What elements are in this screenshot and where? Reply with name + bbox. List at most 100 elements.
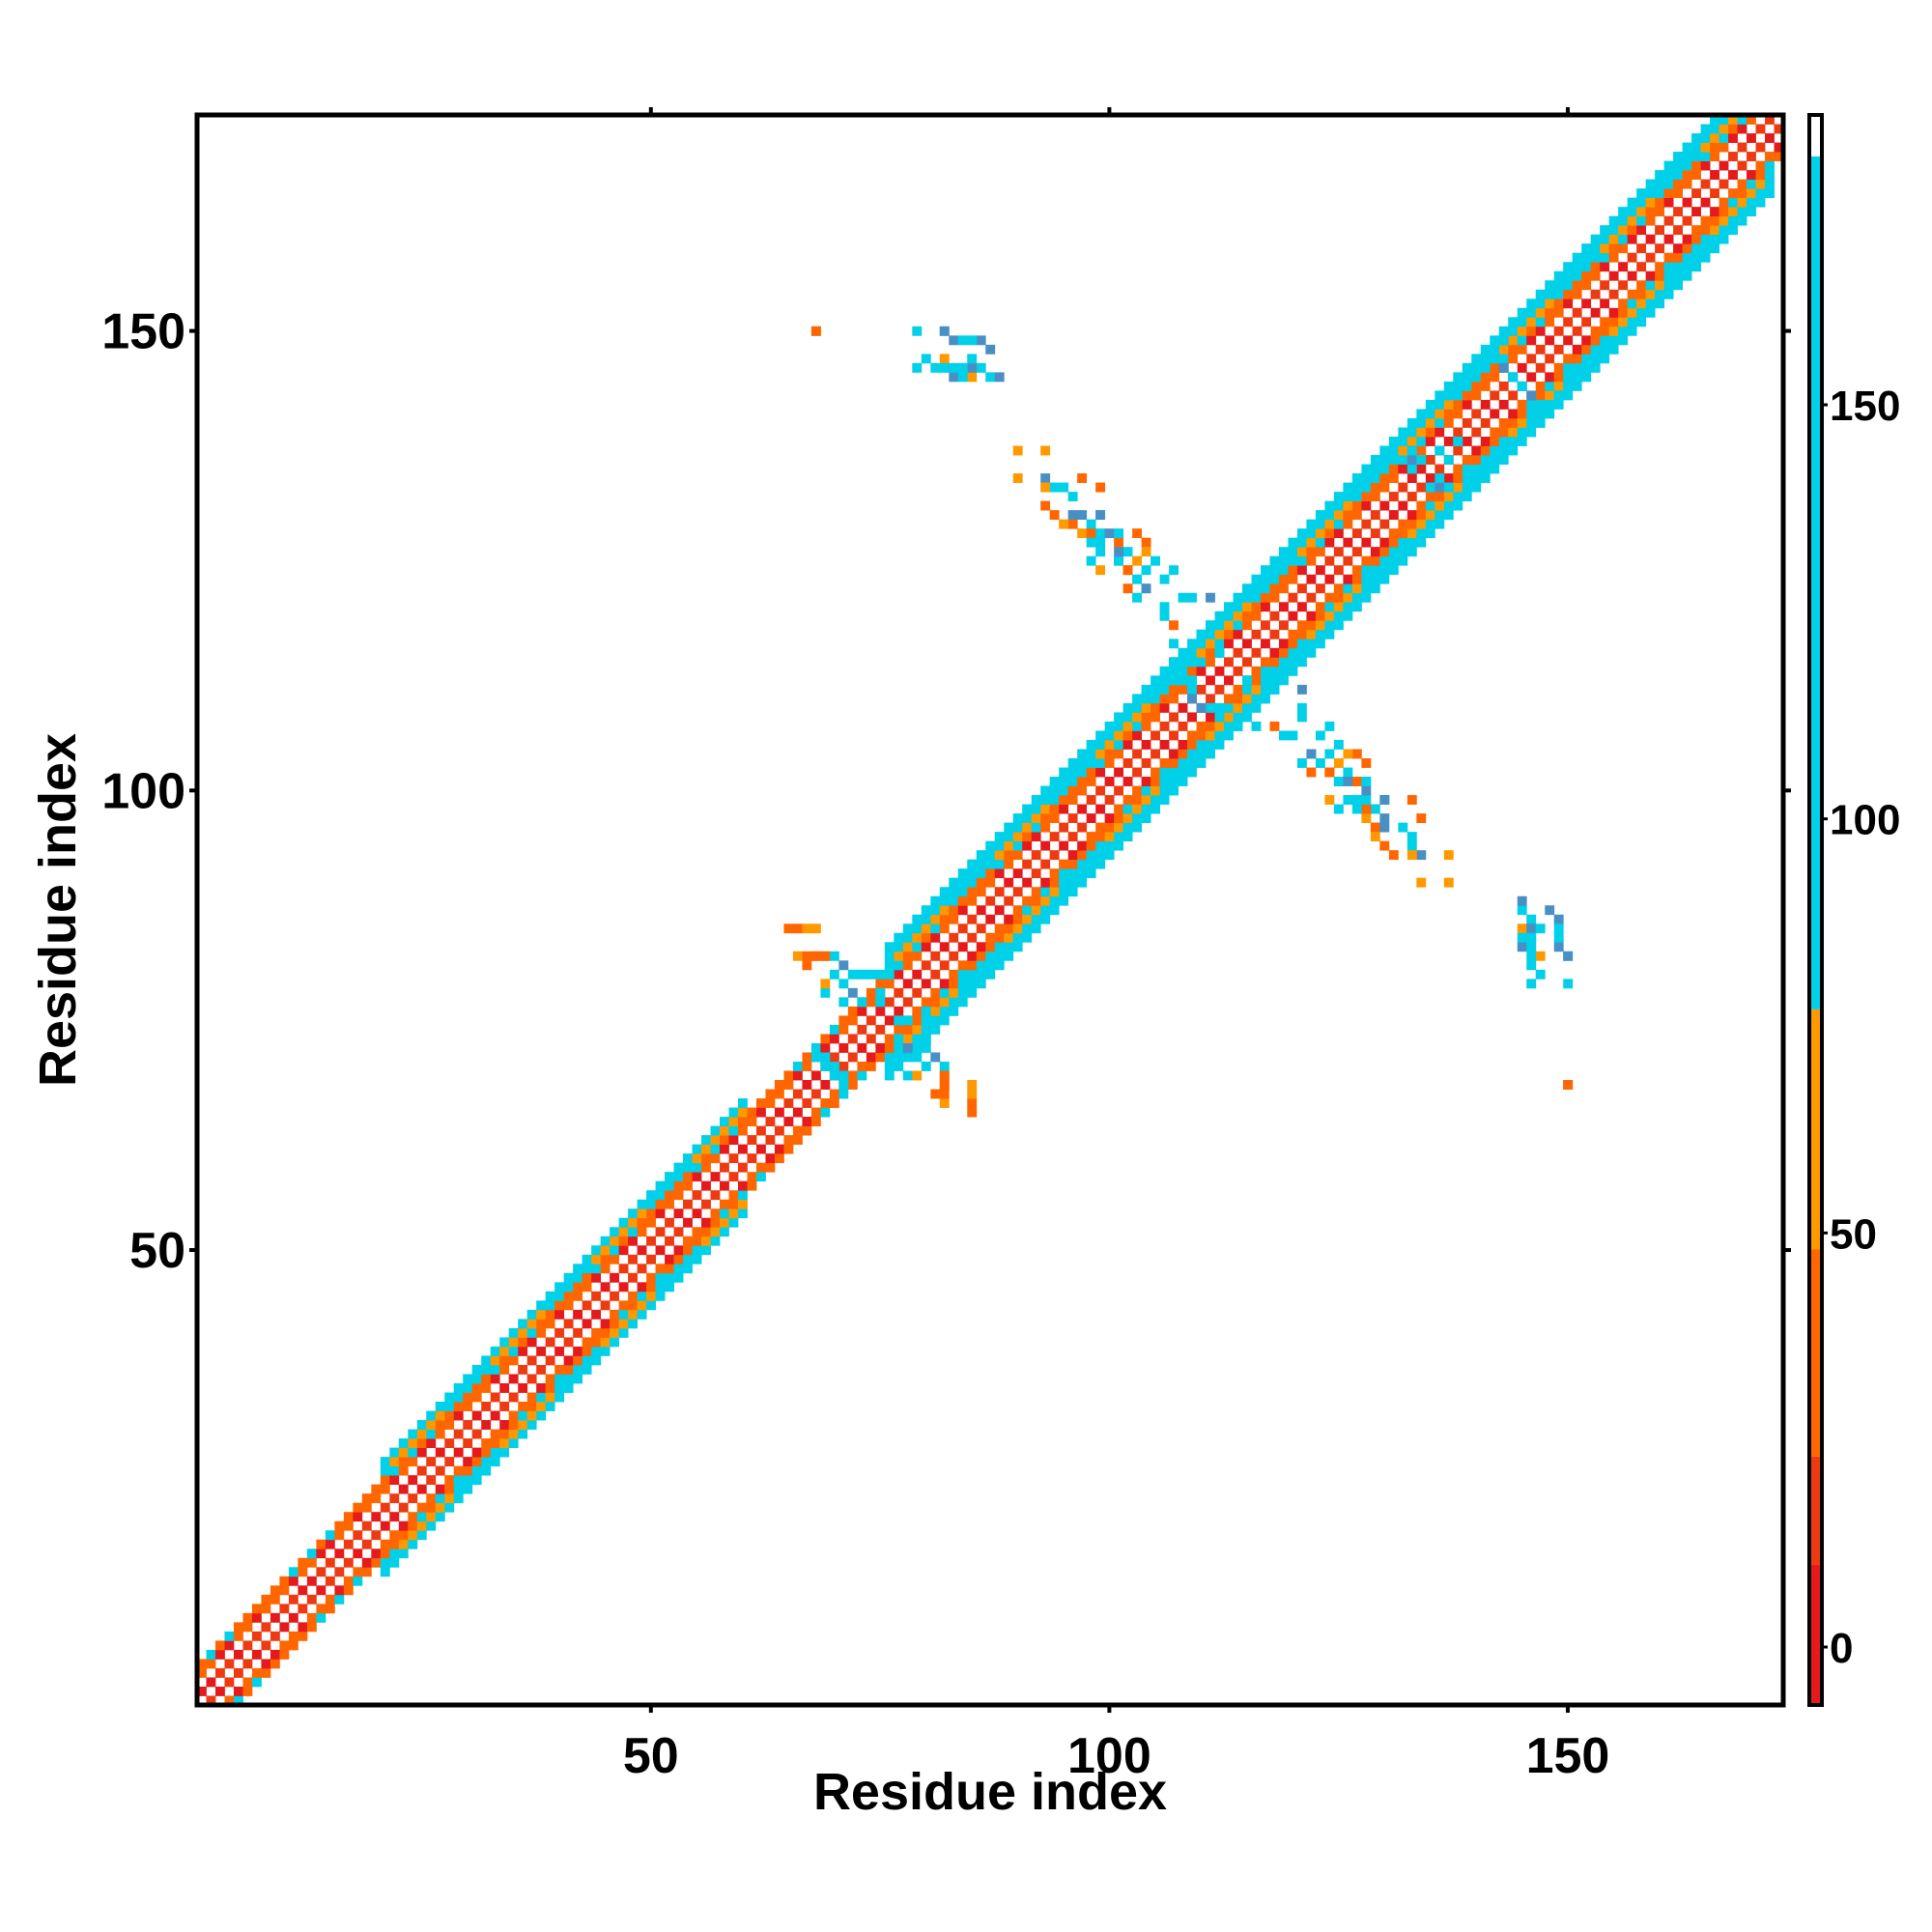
contact-cell bbox=[810, 951, 821, 961]
contact-cell bbox=[1169, 694, 1179, 704]
contact-cell bbox=[1012, 914, 1023, 924]
contact-cell bbox=[1691, 252, 1701, 263]
contact-cell bbox=[1224, 639, 1234, 649]
contact-cell bbox=[325, 1530, 335, 1541]
contact-cell bbox=[288, 1631, 298, 1641]
contact-cell bbox=[1462, 417, 1472, 428]
contact-cell bbox=[1406, 832, 1417, 842]
contact-cell bbox=[1151, 795, 1160, 805]
contact-cell bbox=[912, 326, 923, 336]
contact-cell bbox=[1406, 437, 1417, 446]
contact-cell bbox=[1535, 409, 1546, 419]
contact-cell bbox=[1049, 850, 1060, 861]
contact-cell bbox=[1388, 492, 1399, 501]
contact-cell bbox=[1765, 179, 1775, 189]
contact-cell bbox=[646, 1199, 656, 1209]
contact-cell bbox=[380, 1567, 390, 1577]
contact-cell bbox=[1636, 197, 1647, 208]
contact-cell bbox=[1122, 832, 1133, 842]
contact-cell bbox=[1590, 262, 1601, 272]
contact-cell bbox=[1443, 850, 1454, 861]
contact-cell bbox=[902, 932, 913, 943]
contact-cell bbox=[912, 1034, 923, 1044]
contact-cell bbox=[1526, 354, 1537, 364]
contact-cell bbox=[1425, 427, 1435, 438]
contact-cell bbox=[1141, 537, 1151, 548]
contact-cell bbox=[765, 1089, 776, 1099]
contact-cell bbox=[1600, 252, 1610, 263]
contact-cell bbox=[1682, 215, 1692, 226]
contact-cell bbox=[233, 1686, 243, 1696]
contact-cell bbox=[1022, 804, 1033, 814]
contact-cell bbox=[646, 1236, 656, 1246]
contact-cell bbox=[591, 1309, 602, 1320]
contact-cell bbox=[1178, 657, 1188, 668]
contact-cell bbox=[1443, 492, 1454, 501]
contact-cell bbox=[1600, 262, 1610, 272]
contact-cell bbox=[637, 1217, 647, 1228]
contact-cell bbox=[1169, 666, 1179, 676]
contact-cell bbox=[1490, 445, 1500, 456]
contact-cell bbox=[1435, 500, 1445, 511]
contact-cell bbox=[1132, 730, 1143, 741]
contact-cell bbox=[1572, 381, 1582, 391]
contact-cell bbox=[316, 1604, 327, 1614]
contact-cell bbox=[353, 1512, 363, 1522]
contact-cell bbox=[1645, 289, 1656, 299]
contact-cell bbox=[894, 969, 904, 980]
contact-cell bbox=[939, 354, 950, 364]
contact-cell bbox=[591, 1346, 602, 1356]
contact-cell bbox=[857, 1042, 867, 1053]
contact-cell bbox=[481, 1374, 492, 1384]
contact-cell bbox=[820, 951, 831, 961]
contact-cell bbox=[1059, 785, 1069, 796]
contact-cell bbox=[1545, 399, 1555, 410]
contact-cell bbox=[939, 942, 950, 952]
contact-cell bbox=[930, 951, 941, 961]
contact-cell bbox=[490, 1457, 500, 1467]
contact-cell bbox=[1040, 822, 1051, 833]
contact-cell bbox=[444, 1392, 455, 1403]
contact-cell bbox=[1462, 390, 1472, 401]
contact-cell bbox=[1636, 225, 1647, 236]
contact-cell bbox=[994, 868, 1005, 879]
contact-cell bbox=[967, 372, 978, 383]
contact-cell bbox=[453, 1484, 464, 1494]
contact-cell bbox=[939, 1080, 950, 1090]
contact-cell bbox=[416, 1484, 427, 1494]
contact-cell bbox=[398, 1548, 409, 1559]
contact-cell bbox=[1288, 574, 1298, 584]
contact-cell bbox=[1435, 427, 1445, 438]
contact-cell bbox=[600, 1319, 611, 1329]
contact-cell bbox=[884, 969, 895, 980]
contact-cell bbox=[1590, 243, 1601, 254]
contact-cell bbox=[985, 951, 996, 961]
contact-cell bbox=[683, 1199, 693, 1209]
contact-cell bbox=[1747, 197, 1756, 208]
contact-cell bbox=[1251, 611, 1262, 621]
contact-cell bbox=[1526, 942, 1537, 952]
contact-cell bbox=[1196, 657, 1207, 668]
contact-cell bbox=[1178, 647, 1188, 658]
contact-cell bbox=[1104, 795, 1115, 805]
contact-cell bbox=[673, 1264, 684, 1274]
contact-cell bbox=[810, 1070, 821, 1081]
contact-cell bbox=[1425, 500, 1435, 511]
contact-cell bbox=[1242, 583, 1252, 594]
contact-cell bbox=[435, 1465, 445, 1476]
contact-cell bbox=[1572, 262, 1582, 272]
contact-cell bbox=[1361, 777, 1372, 786]
contact-cell bbox=[242, 1640, 253, 1651]
contact-cell bbox=[646, 1217, 656, 1228]
contact-cell bbox=[1361, 482, 1372, 493]
contact-cell bbox=[683, 1236, 693, 1246]
contact-cell bbox=[949, 372, 959, 383]
contact-cell bbox=[710, 1144, 721, 1154]
contact-cell bbox=[1627, 215, 1637, 226]
contact-cell bbox=[1351, 473, 1362, 483]
contact-cell bbox=[783, 1117, 794, 1126]
contact-cell bbox=[1608, 326, 1619, 336]
contact-cell bbox=[1269, 647, 1280, 658]
contact-cell bbox=[1067, 785, 1078, 796]
contact-cell bbox=[1563, 979, 1574, 989]
